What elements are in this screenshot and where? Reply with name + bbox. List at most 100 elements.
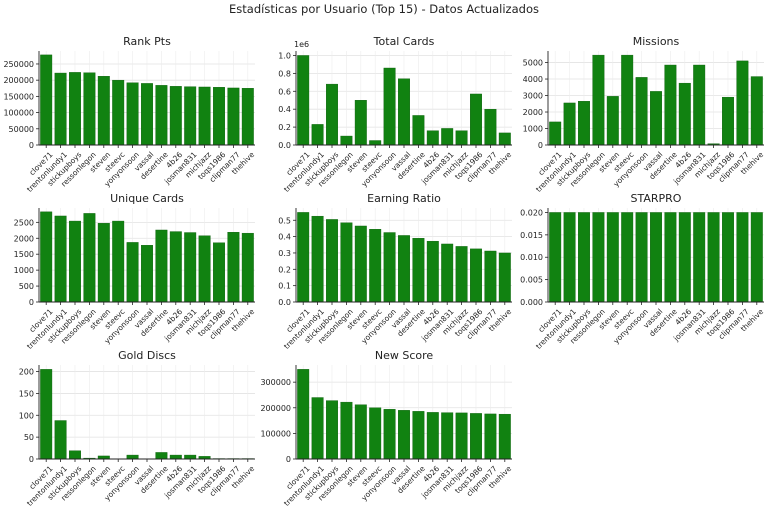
subplot-4: 0.00.10.20.30.40.5clove71trentonlundy1st… (278, 192, 513, 351)
bar-toqs1986 (213, 242, 225, 303)
y-tick-label: 0.2 (278, 265, 291, 274)
bar-trentonlundy1 (311, 124, 324, 146)
bar-josman831 (693, 212, 706, 303)
bar-4b26 (426, 130, 439, 146)
bar-steevc (369, 140, 382, 146)
bar-thehive (498, 132, 511, 146)
bar-desertine (155, 452, 168, 460)
y-tick-label: 200000 (3, 76, 34, 85)
y-tick-label: 300000 (260, 378, 291, 387)
bar-yonyonsoon (635, 212, 648, 303)
y-tick-label: 0.005 (520, 276, 543, 285)
bar-stickupboys (69, 220, 81, 303)
y-tick-label: 250000 (3, 60, 34, 69)
bar-thehive (241, 232, 254, 303)
subplot-title: Unique Cards (110, 192, 184, 205)
y-tick-label: 0.3 (278, 249, 291, 258)
bar-clove71 (40, 211, 53, 303)
y-tick-label: 0 (29, 298, 34, 307)
y-tick-label: 50 (24, 433, 34, 442)
bar-vassal (141, 83, 153, 146)
bar-toqs1986 (470, 248, 482, 303)
bar-steven (354, 225, 367, 303)
y-tick-label: 0 (286, 455, 291, 464)
bar-clipman77 (736, 60, 749, 146)
y-tick-label: 50000 (9, 125, 34, 134)
bar-steevc (369, 407, 382, 460)
bar-josman831 (184, 454, 197, 460)
bar-clipman77 (484, 413, 497, 460)
bar-trentonlundy1 (563, 102, 576, 146)
y-tick-label: 1.0 (278, 51, 291, 60)
bar-michjazz (198, 86, 211, 146)
y-tick-label: 0 (538, 141, 543, 150)
y-tick-label: 1000 (523, 125, 543, 134)
subplot-title: Rank Pts (123, 35, 171, 48)
y-tick-label: 0.6 (278, 87, 291, 96)
bar-vassal (650, 212, 662, 303)
bar-4b26 (169, 231, 182, 303)
subplot-title: Total Cards (373, 35, 435, 48)
bar-clove71 (40, 54, 53, 146)
bar-stickupboys (326, 400, 338, 460)
bar-toqs1986 (722, 96, 734, 146)
bar-stickupboys (326, 219, 338, 303)
bar-steven (97, 455, 110, 460)
bar-clove71 (297, 55, 310, 146)
bar-toqs1986 (470, 93, 482, 146)
bar-thehive (498, 413, 511, 460)
y-tick-label: 0.1 (278, 282, 291, 291)
bar-steven (354, 404, 367, 460)
bar-steven (97, 223, 110, 303)
bar-ressonlegon (83, 72, 96, 146)
y-tick-label: 100 (19, 411, 34, 420)
bar-michjazz (455, 412, 468, 460)
bar-steevc (621, 54, 634, 146)
bar-clove71 (297, 369, 310, 460)
bar-clove71 (40, 369, 53, 460)
y-tick-label: 1500 (14, 250, 34, 259)
bar-trentonlundy1 (311, 397, 324, 460)
y-tick-label: 0.0 (278, 141, 291, 150)
bar-steven (97, 76, 110, 146)
subplot-3: 05001000150020002500clove71trentonlundy1… (14, 192, 257, 351)
bar-steven (606, 212, 619, 303)
bar-vassal (398, 410, 410, 460)
bar-toqs1986 (470, 413, 482, 460)
subplot-7: 0100000200000300000clove71trentonlundy1s… (260, 349, 513, 506)
y-tick-label: 0.020 (520, 208, 543, 217)
bar-clove71 (549, 212, 562, 303)
bar-desertine (664, 212, 677, 303)
subplot-title: Gold Discs (118, 349, 176, 362)
bar-clove71 (549, 121, 562, 146)
bar-steevc (112, 79, 125, 146)
bar-clove71 (297, 212, 310, 303)
bar-josman831 (184, 86, 197, 146)
bar-stickupboys (69, 450, 81, 460)
y-tick-label: 200000 (260, 404, 291, 413)
bar-desertine (412, 238, 425, 303)
y-tick-label: 150 (19, 389, 34, 398)
bar-trentonlundy1 (311, 215, 324, 303)
subplot-0: 050000100000150000200000250000clove71tre… (3, 35, 256, 194)
bar-toqs1986 (722, 212, 734, 303)
subplot-title: STARPRO (631, 192, 682, 205)
y-tick-label: 100000 (3, 109, 34, 118)
bar-4b26 (678, 82, 691, 146)
bar-ressonlegon (340, 135, 353, 146)
bar-yonyonsoon (383, 409, 396, 460)
subplot-6: 050100150200clove71trentonlundy1stickupb… (19, 349, 257, 506)
y-tick-label: 0.2 (278, 123, 291, 132)
bar-stickupboys (69, 72, 81, 146)
y-tick-label: 0.5 (278, 216, 291, 225)
y-tick-label: 0.0 (278, 298, 291, 307)
y-tick-label: 4000 (523, 75, 543, 84)
bar-trentonlundy1 (54, 72, 67, 146)
bar-vassal (398, 235, 410, 303)
bar-stickupboys (326, 83, 338, 146)
bar-michjazz (455, 246, 468, 303)
y-tick-label: 0.4 (278, 233, 291, 242)
bar-thehive (241, 88, 254, 146)
y-tick-label: 0.015 (520, 231, 543, 240)
